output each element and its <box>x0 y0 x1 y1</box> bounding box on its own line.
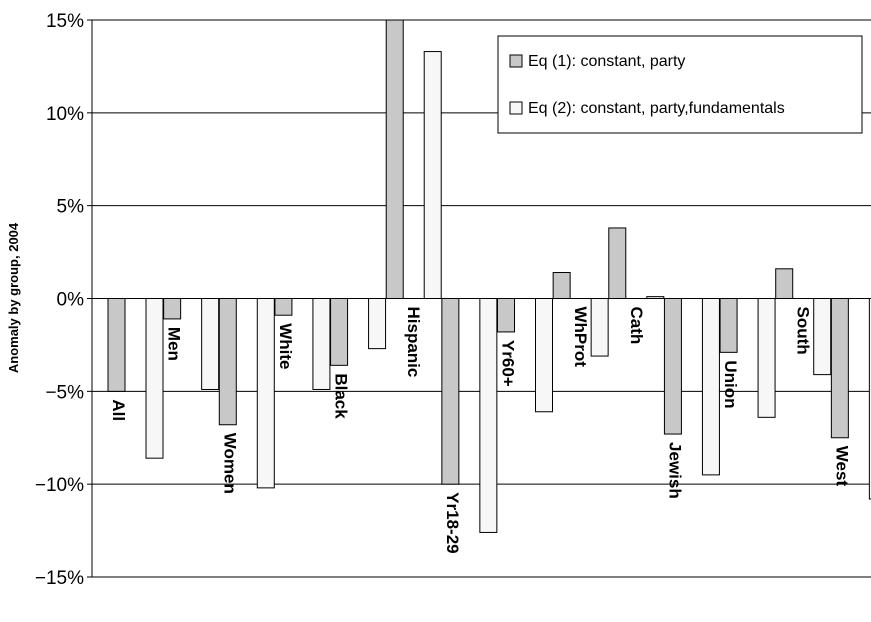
bar-eq2-south <box>813 298 832 376</box>
category-label: White <box>276 323 295 369</box>
bar-eq2-whprot <box>590 298 609 357</box>
y-tick-label: 10% <box>46 104 84 125</box>
bar-eq1-hispanic <box>385 19 404 299</box>
bar-eq2-black <box>368 298 387 350</box>
y-tick-label: −10% <box>35 475 84 496</box>
category-label: Men <box>165 327 184 361</box>
bar-eq2-women <box>256 298 275 489</box>
category-label: Women <box>220 433 239 494</box>
y-tick-label: −15% <box>35 568 84 589</box>
bar-eq1-west <box>830 298 849 439</box>
y-tick-label: 5% <box>57 197 85 218</box>
category-label: All <box>109 399 128 421</box>
bar-eq1-white <box>274 298 293 316</box>
bar-eq2-men <box>201 298 220 390</box>
category-label: WhProt <box>571 307 590 368</box>
category-label: Cath <box>627 307 646 345</box>
bar-eq2-jewish <box>701 298 720 476</box>
category-label: South <box>794 307 813 355</box>
y-axis-label: Anomaly by group, 2004 <box>6 222 21 373</box>
legend-box <box>497 35 863 134</box>
bar-eq1-whprot <box>552 272 571 299</box>
bar-eq1-jewish <box>663 298 682 435</box>
bar-eq1-women <box>218 298 237 426</box>
bar-eq1-yr18-29 <box>441 298 460 485</box>
y-tick-label: 15% <box>46 11 84 32</box>
bar-eq1-union <box>719 298 738 353</box>
legend-label-eq2: Eq (2): constant, party,fundamentals <box>528 100 785 117</box>
axes <box>91 20 871 577</box>
bar-eq1-all <box>107 298 126 392</box>
category-label: Black <box>332 373 351 419</box>
bar-eq2-yr60+ <box>535 298 553 413</box>
bar-eq2-union <box>757 298 776 418</box>
bar-eq2-all <box>145 298 164 459</box>
bar-eq1-yr60+ <box>497 298 515 333</box>
category-label: Yr60+ <box>499 340 518 387</box>
bar-eq1-black <box>330 298 349 366</box>
bar-eq2-white <box>312 298 331 390</box>
category-label: Yr18-29 <box>443 492 462 553</box>
y-tick-label: −5% <box>45 382 84 403</box>
category-label: Union <box>721 360 740 408</box>
bar-eq1-men <box>163 298 182 320</box>
legend-swatch-eq2 <box>509 101 523 115</box>
legend-label-eq1: Eq (1): constant, party <box>528 53 685 70</box>
y-axis-ticks: 15% 10% 5% 0% −5% −10% −15% <box>35 11 92 589</box>
bar-eq2-west <box>868 298 871 500</box>
legend: Eq (1): constant, party Eq (2): constant… <box>497 35 863 134</box>
category-labels: All Men Women White Black Hispanic Yr18-29 Yr60… <box>109 307 851 554</box>
legend-swatch-eq1 <box>509 54 523 68</box>
category-label: Hispanic <box>404 307 423 378</box>
category-label: West <box>832 446 851 487</box>
bar-eq1-cath <box>608 227 627 300</box>
bars <box>107 19 871 533</box>
bar-eq1-south <box>775 268 794 300</box>
y-tick-label: 0% <box>57 290 85 311</box>
bar-eq2-yr18-29 <box>479 298 498 533</box>
bar-eq2-hispanic <box>423 51 442 299</box>
category-label: Jewish <box>665 442 684 499</box>
